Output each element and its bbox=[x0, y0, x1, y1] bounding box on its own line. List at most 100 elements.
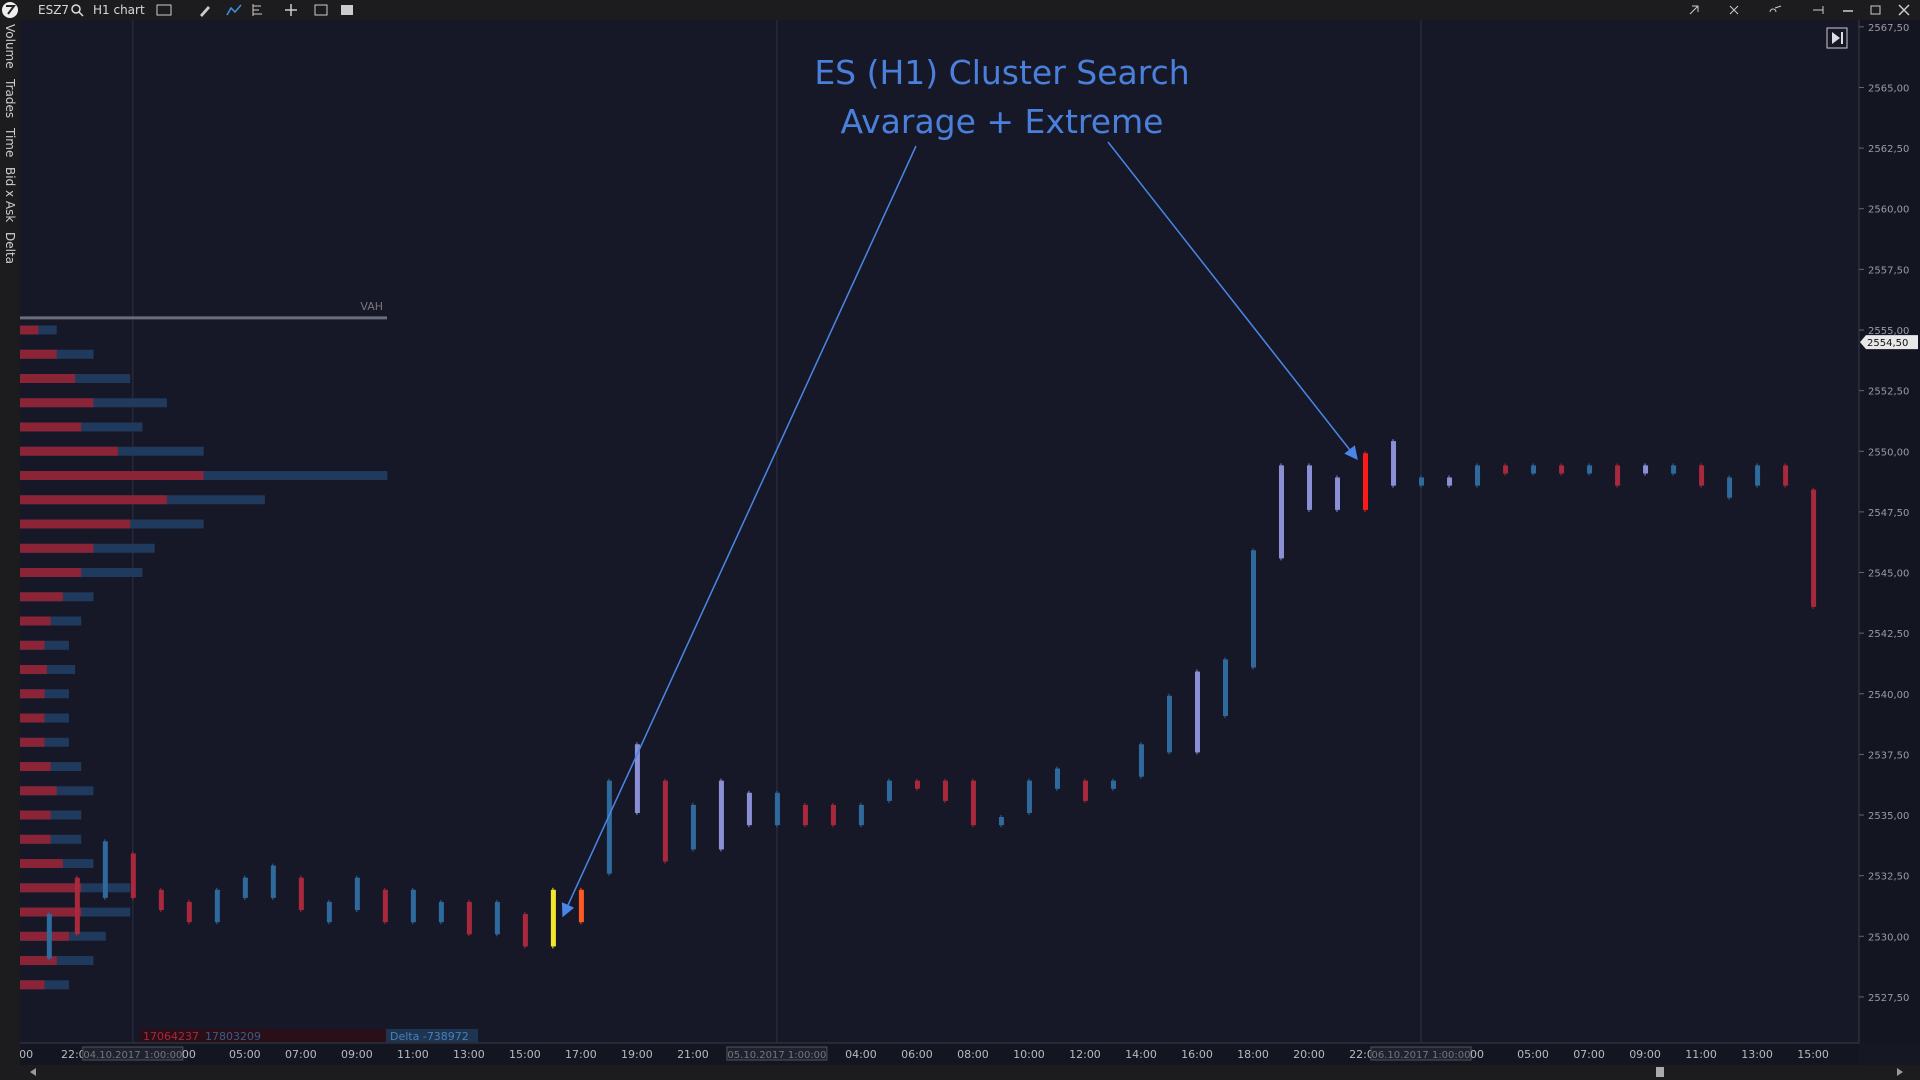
profile-bid bbox=[20, 568, 82, 578]
cluster-bar bbox=[718, 780, 724, 850]
cluster-bar bbox=[494, 901, 500, 935]
cluster-bar bbox=[1699, 465, 1705, 486]
annotation-line1: ES (H1) Cluster Search bbox=[814, 53, 1189, 92]
cluster-bar bbox=[158, 889, 164, 911]
cluster-bar bbox=[942, 780, 948, 801]
price-tick-label: 2532,50 bbox=[1868, 872, 1909, 883]
side-tab[interactable]: Volume bbox=[3, 24, 17, 69]
search-icon[interactable] bbox=[70, 3, 84, 17]
delta: Delta -738972 bbox=[390, 1030, 469, 1043]
time-label: 18:00 bbox=[1237, 1048, 1269, 1061]
price-tick-label: 2557,50 bbox=[1868, 265, 1909, 276]
cluster-bar bbox=[102, 841, 108, 898]
toolbar-icons[interactable] bbox=[155, 2, 355, 18]
cluster-bar bbox=[886, 780, 892, 801]
price-tick-label: 2565,00 bbox=[1868, 83, 1909, 94]
time-label: 20:00 bbox=[1293, 1048, 1325, 1061]
date-box bbox=[1370, 1046, 1472, 1061]
window-controls[interactable] bbox=[1685, 2, 1920, 18]
cluster-bar bbox=[354, 877, 360, 911]
price-tick-label: 2527,50 bbox=[1868, 993, 1909, 1004]
chart-name[interactable]: H1 chart bbox=[93, 3, 145, 17]
time-label: 12:00 bbox=[1069, 1048, 1101, 1061]
profile-bid bbox=[20, 810, 51, 820]
cluster-bar bbox=[1110, 780, 1116, 789]
scrollbar[interactable] bbox=[20, 1065, 1920, 1080]
cluster-bar bbox=[1166, 695, 1172, 753]
cluster-bar bbox=[1391, 441, 1397, 486]
profile-bid bbox=[20, 689, 45, 699]
price-tick-label: 2540,00 bbox=[1868, 690, 1909, 701]
cluster-bar bbox=[1250, 550, 1256, 668]
cluster-bar bbox=[774, 792, 780, 826]
profile-bid bbox=[20, 665, 47, 675]
cluster-bar bbox=[1138, 744, 1144, 777]
time-label: 16:00 bbox=[1181, 1048, 1213, 1061]
cluster-bar bbox=[1279, 465, 1284, 559]
profile-bid bbox=[20, 883, 82, 893]
side-tab[interactable]: Delta bbox=[3, 232, 17, 265]
cluster-bar bbox=[1307, 465, 1313, 510]
profile-bid bbox=[20, 737, 45, 747]
profile-bid bbox=[20, 349, 57, 359]
cluster-bar bbox=[1587, 465, 1593, 474]
vah-label: VAH bbox=[360, 300, 383, 313]
cluster-bar bbox=[970, 780, 976, 826]
time-label: 13:00 bbox=[453, 1048, 485, 1061]
cluster-bar bbox=[1755, 465, 1761, 486]
date-label: 04.10.2017 1:00:00 bbox=[83, 1050, 182, 1061]
cluster-bar bbox=[1054, 768, 1060, 789]
scroll-left[interactable] bbox=[30, 1068, 36, 1076]
cluster-bar bbox=[270, 865, 276, 898]
grid-layer: 2527,50 2530,00 2532,50 2535,00 2537,50 2540,… bbox=[8, 20, 1918, 1061]
bid-volume: 17803209 bbox=[205, 1030, 261, 1043]
date-box bbox=[726, 1046, 828, 1061]
bars-layer bbox=[46, 439, 1817, 961]
cluster-bar bbox=[1194, 671, 1200, 753]
profile-bid bbox=[20, 519, 131, 529]
cluster-bar bbox=[1671, 465, 1677, 474]
cluster-bar bbox=[1615, 465, 1621, 486]
delta-bg bbox=[386, 1029, 478, 1042]
profile-bid bbox=[20, 640, 45, 650]
cluster-bar bbox=[1222, 659, 1228, 717]
app-logo[interactable] bbox=[0, 0, 20, 20]
cluster-bar bbox=[1475, 465, 1481, 486]
annotation-line2: Avarage + Extreme bbox=[841, 102, 1164, 141]
time-label: 10:00 bbox=[1013, 1048, 1045, 1061]
cluster-bar bbox=[634, 744, 640, 814]
cluster-bar bbox=[1447, 477, 1453, 486]
time-label: 04:00 bbox=[845, 1048, 877, 1061]
cluster-bar bbox=[1531, 465, 1537, 474]
cluster-bar bbox=[74, 877, 80, 935]
cluster-bar bbox=[1559, 465, 1565, 474]
cluster-bar bbox=[830, 804, 836, 826]
date-label: 05.10.2017 1:00:00 bbox=[727, 1050, 826, 1061]
profile-total bbox=[20, 665, 76, 675]
time-label: 05:00 bbox=[1517, 1048, 1549, 1061]
profile-bid bbox=[20, 325, 39, 335]
time-label: 17:00 bbox=[565, 1048, 597, 1061]
scroll-to-end-button[interactable] bbox=[1826, 27, 1848, 49]
price-tick-label: 2562,50 bbox=[1868, 144, 1909, 155]
cluster-bar bbox=[1026, 780, 1032, 814]
side-tab[interactable]: Trades bbox=[3, 78, 17, 118]
cluster-bar bbox=[1335, 477, 1341, 510]
scroll-thumb[interactable] bbox=[1656, 1067, 1664, 1077]
profile-bid bbox=[20, 592, 63, 602]
tab-list: Volume Trades Time Bid x Ask Delta bbox=[3, 24, 17, 274]
symbol[interactable]: ESZ7 bbox=[38, 3, 70, 17]
side-tab[interactable]: Bid x Ask bbox=[3, 167, 17, 223]
cluster-bar bbox=[298, 877, 304, 911]
cluster-bar bbox=[438, 901, 444, 923]
cluster-bar bbox=[858, 804, 864, 826]
side-tab[interactable]: Time bbox=[3, 127, 17, 158]
profile-bid bbox=[20, 786, 57, 796]
arrow bbox=[561, 145, 917, 918]
cluster-bar bbox=[466, 901, 472, 935]
cluster-bar bbox=[522, 914, 528, 947]
cluster-bar bbox=[1503, 465, 1509, 474]
profile-bid bbox=[20, 495, 167, 505]
scroll-right[interactable] bbox=[1897, 1068, 1903, 1076]
